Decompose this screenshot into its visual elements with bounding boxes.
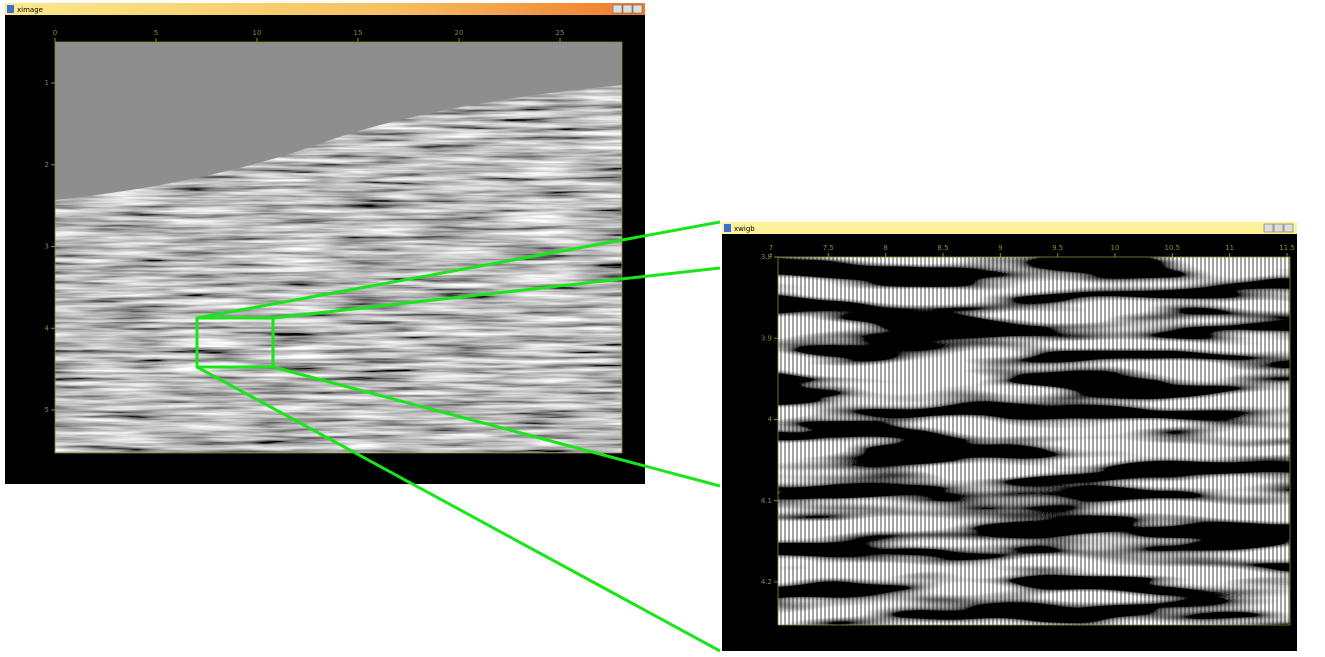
y-tick-label: 3.8 (761, 253, 772, 261)
ximage-window[interactable]: ximage (5, 3, 645, 484)
x-tick-label: 0 (53, 29, 57, 37)
x-tick-label: 7.5 (823, 244, 834, 252)
window-title: ximage (17, 6, 43, 14)
title-bar (722, 222, 1297, 234)
x-tick-label: 25 (556, 29, 565, 37)
desktop: ximage xwigb 0 5 10 15 20 25 1 2 3 4 5 7 7.5 8 8.5 9 9.5… (0, 0, 1325, 653)
x-tick-label: 11.5 (1279, 244, 1295, 252)
y-tick-label: 4 (45, 324, 50, 332)
x-tick-label: 15 (354, 29, 363, 37)
x-tick-label: 10 (253, 29, 262, 37)
x-tick-label: 9.5 (1052, 244, 1063, 252)
y-tick-label: 1 (45, 79, 49, 87)
y-tick-label: 2 (45, 161, 49, 169)
x-tick-label: 10.5 (1165, 244, 1181, 252)
xwigb-window[interactable]: xwigb (722, 222, 1297, 651)
title-bar (5, 3, 645, 15)
y-tick-label: 4.2 (761, 578, 772, 586)
y-tick-label: 3.9 (761, 334, 772, 342)
maximize-button[interactable] (623, 5, 632, 13)
minimize-button[interactable] (613, 5, 622, 13)
window-title: xwigb (734, 225, 755, 233)
x-tick-label: 11 (1225, 244, 1234, 252)
x-tick-label: 9 (998, 244, 1002, 252)
x-tick-label: 7 (769, 244, 773, 252)
y-tick-label: 4.1 (761, 497, 772, 505)
x-tick-label: 10 (1111, 244, 1120, 252)
x-tick-label: 5 (154, 29, 158, 37)
close-button[interactable] (633, 5, 642, 13)
y-tick-label: 3 (45, 243, 49, 251)
x-tick-label: 8.5 (937, 244, 948, 252)
maximize-button[interactable] (1274, 224, 1283, 232)
close-button[interactable] (1284, 224, 1293, 232)
x-tick-label: 20 (455, 29, 464, 37)
y-tick-label: 5 (45, 406, 49, 414)
y-tick-label: 4 (768, 416, 773, 424)
minimize-button[interactable] (1264, 224, 1273, 232)
x-tick-label: 8 (883, 244, 887, 252)
